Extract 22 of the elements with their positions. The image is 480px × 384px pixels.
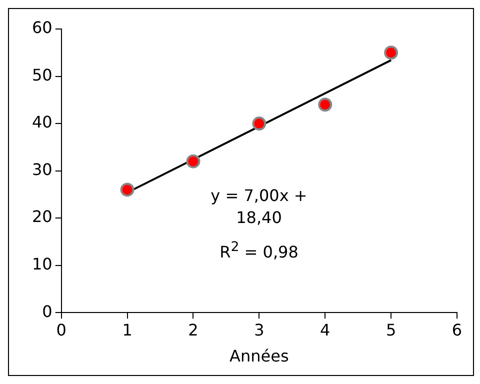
x-tick-label: 4	[320, 320, 330, 340]
x-tick-label: 6	[452, 320, 462, 340]
y-tick-label: 50	[32, 65, 52, 84]
annotation: y = 7,00x + 18,40	[210, 185, 308, 229]
y-tick-label: 40	[32, 112, 52, 132]
point	[384, 46, 398, 60]
x-axis-title: Années	[230, 346, 289, 366]
point	[318, 98, 332, 112]
y-tick-label: 20	[32, 207, 52, 226]
point	[120, 182, 134, 197]
y-tick-label: 10	[32, 254, 52, 274]
y-tick-label: 60	[32, 18, 52, 38]
x-tick-label: 1	[122, 320, 132, 340]
x-tick-label: 2	[188, 320, 198, 340]
x-tick-label: 3	[254, 320, 264, 340]
y-tick-label: 30	[32, 160, 52, 179]
x-tick-label: 0	[56, 320, 66, 340]
point	[186, 154, 200, 168]
x-tick-label: 5	[386, 320, 396, 340]
y-tick-label: 0	[42, 302, 52, 321]
annotation: R$^{2}$ = 0,98	[218, 239, 300, 264]
point	[252, 116, 266, 131]
